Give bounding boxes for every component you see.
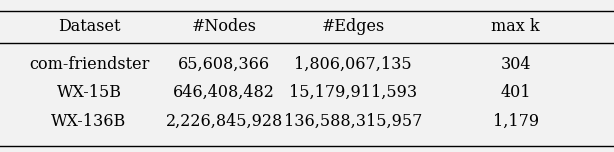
Text: 646,408,482: 646,408,482 — [173, 84, 275, 101]
Text: 65,608,366: 65,608,366 — [178, 56, 270, 73]
Text: Dataset: Dataset — [58, 18, 120, 35]
Text: 304: 304 — [500, 56, 531, 73]
Text: WX-136B: WX-136B — [52, 113, 126, 130]
Text: #Edges: #Edges — [321, 18, 385, 35]
Text: com-friendster: com-friendster — [29, 56, 149, 73]
Text: max k: max k — [491, 18, 540, 35]
Text: WX-15B: WX-15B — [56, 84, 122, 101]
Text: 136,588,315,957: 136,588,315,957 — [284, 113, 422, 130]
Text: 1,179: 1,179 — [492, 113, 539, 130]
Text: 1,806,067,135: 1,806,067,135 — [294, 56, 412, 73]
Text: 15,179,911,593: 15,179,911,593 — [289, 84, 417, 101]
Text: 2,226,845,928: 2,226,845,928 — [166, 113, 282, 130]
Text: #Nodes: #Nodes — [192, 18, 257, 35]
Text: 401: 401 — [500, 84, 531, 101]
